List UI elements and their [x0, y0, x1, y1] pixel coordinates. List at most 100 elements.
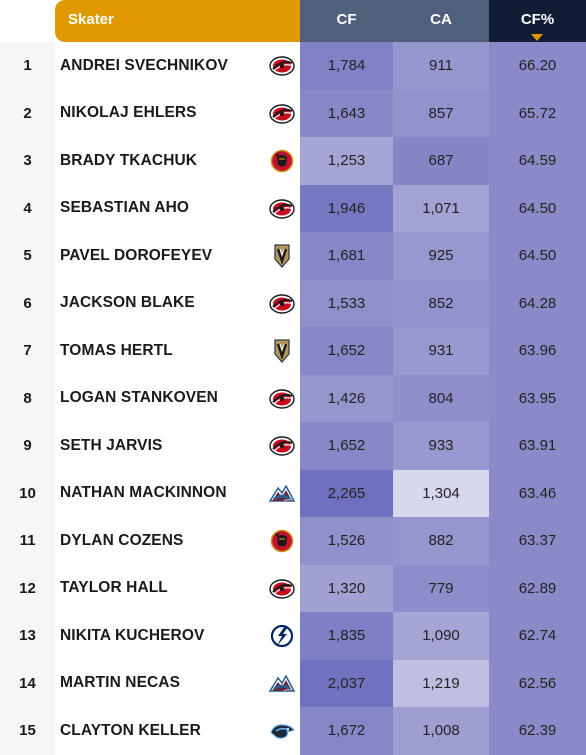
ca-cell: 687: [393, 137, 489, 185]
skater-name[interactable]: JACKSON BLAKE: [60, 294, 195, 312]
cf-cell: 1,784: [300, 42, 393, 90]
ca-cell: 933: [393, 422, 489, 470]
ca-cell: 1,008: [393, 707, 489, 755]
rank-cell: 13: [19, 627, 36, 645]
ca-header[interactable]: CA: [393, 0, 489, 42]
skater-name[interactable]: CLAYTON KELLER: [60, 721, 201, 739]
ca-cell: 852: [393, 279, 489, 327]
rank-cell: 3: [23, 152, 32, 170]
carolina-logo-icon: [269, 434, 295, 458]
table-row: 2 NIKOLAJ EHLERS 1,643 857 65.72: [0, 89, 586, 137]
cfp-cell: 63.37: [489, 517, 586, 565]
table-row: 9 SETH JARVIS 1,652 933 63.91: [0, 422, 586, 470]
skater-header[interactable]: Skater: [55, 0, 300, 42]
sort-descending-icon: [531, 34, 543, 41]
skater-name[interactable]: LOGAN STANKOVEN: [60, 389, 218, 407]
skater-name[interactable]: MARTIN NECAS: [60, 674, 181, 692]
table-row: 11 DYLAN COZENS 1,526 882 63.37: [0, 517, 586, 565]
ca-header-label: CA: [430, 11, 452, 28]
ca-cell: 779: [393, 564, 489, 612]
ottawa-logo-icon: [269, 149, 295, 173]
cf-cell: 2,037: [300, 659, 393, 707]
ca-cell: 925: [393, 232, 489, 280]
ca-cell: 1,071: [393, 184, 489, 232]
carolina-logo-icon: [269, 197, 295, 221]
ca-cell: 804: [393, 374, 489, 422]
skater-name[interactable]: SETH JARVIS: [60, 436, 163, 454]
cf-header[interactable]: CF: [300, 0, 393, 42]
carolina-logo-icon: [269, 292, 295, 316]
ca-cell: 1,304: [393, 469, 489, 517]
cfp-cell: 62.39: [489, 707, 586, 755]
skater-name[interactable]: BRADY TKACHUK: [60, 151, 198, 169]
skater-name[interactable]: DYLAN COZENS: [60, 531, 184, 549]
rank-cell: 1: [23, 57, 32, 75]
carolina-logo-icon: [269, 54, 295, 78]
table-row: 12 TAYLOR HALL 1,320 779 62.89: [0, 564, 586, 612]
rank-cell: 11: [19, 532, 36, 550]
skater-name[interactable]: TOMAS HERTL: [60, 341, 173, 359]
rank-column: [0, 42, 55, 755]
cfp-cell: 63.96: [489, 327, 586, 375]
skater-name[interactable]: PAVEL DOROFEYEV: [60, 246, 213, 264]
cfp-cell: 65.72: [489, 89, 586, 137]
rank-cell: 14: [19, 674, 36, 692]
table-row: 6 JACKSON BLAKE 1,533 852 64.28: [0, 279, 586, 327]
cfp-cell: 64.59: [489, 137, 586, 185]
ca-cell: 857: [393, 89, 489, 137]
cfp-cell: 64.28: [489, 279, 586, 327]
rank-cell: 10: [19, 484, 36, 502]
cf-cell: 1,426: [300, 374, 393, 422]
skater-name[interactable]: NIKITA KUCHEROV: [60, 626, 205, 644]
table-row: 1 ANDREI SVECHNIKOV 1,784 911 66.20: [0, 42, 586, 90]
skater-name[interactable]: NIKOLAJ EHLERS: [60, 104, 197, 122]
table-row: 7 TOMAS HERTL 1,652 931 63.96: [0, 327, 586, 375]
vegas-logo-icon: [269, 244, 295, 268]
ca-cell: 1,090: [393, 612, 489, 660]
ottawa-logo-icon: [269, 529, 295, 553]
ca-cell: 931: [393, 327, 489, 375]
table-row: 8 LOGAN STANKOVEN 1,426 804 63.95: [0, 374, 586, 422]
cfp-cell: 64.50: [489, 184, 586, 232]
colorado-logo-icon: [268, 482, 296, 506]
cfp-cell: 63.46: [489, 469, 586, 517]
skater-header-label: Skater: [68, 11, 114, 28]
skater-name[interactable]: NATHAN MACKINNON: [60, 484, 227, 502]
cfp-cell: 62.56: [489, 659, 586, 707]
cf-cell: 1,253: [300, 137, 393, 185]
cfp-cell: 62.74: [489, 612, 586, 660]
rank-cell: 8: [23, 389, 32, 407]
utah-logo-icon: [269, 719, 295, 743]
cf-cell: 1,526: [300, 517, 393, 565]
cf-cell: 1,672: [300, 707, 393, 755]
cfp-cell: 62.89: [489, 564, 586, 612]
cf-cell: 1,652: [300, 422, 393, 470]
cfp-cell: 63.95: [489, 374, 586, 422]
cfp-cell: 64.50: [489, 232, 586, 280]
cf-header-label: CF: [336, 11, 357, 28]
cfp-header-label: CF%: [520, 11, 555, 28]
rank-cell: 2: [23, 104, 32, 122]
table-row: 15 CLAYTON KELLER 1,672 1,008 62.39: [0, 707, 586, 755]
cf-cell: 1,643: [300, 89, 393, 137]
cf-cell: 1,946: [300, 184, 393, 232]
rank-cell: 9: [23, 437, 32, 455]
cfp-header[interactable]: CF%: [489, 0, 586, 42]
cf-cell: 1,835: [300, 612, 393, 660]
tampa-logo-icon: [269, 624, 295, 648]
vegas-logo-icon: [269, 339, 295, 363]
skater-name[interactable]: SEBASTIAN AHO: [60, 199, 190, 217]
rank-cell: 7: [23, 342, 32, 360]
rank-cell: 5: [23, 247, 32, 265]
rank-header: [0, 0, 55, 42]
cf-cell: 1,681: [300, 232, 393, 280]
rank-cell: 12: [19, 579, 36, 597]
cf-cell: 2,265: [300, 469, 393, 517]
skater-name[interactable]: TAYLOR HALL: [60, 579, 168, 597]
skater-name[interactable]: ANDREI SVECHNIKOV: [60, 56, 228, 74]
table-row: 3 BRADY TKACHUK 1,253 687 64.59: [0, 137, 586, 185]
cf-cell: 1,320: [300, 564, 393, 612]
cf-cell: 1,533: [300, 279, 393, 327]
cfp-cell: 66.20: [489, 42, 586, 90]
